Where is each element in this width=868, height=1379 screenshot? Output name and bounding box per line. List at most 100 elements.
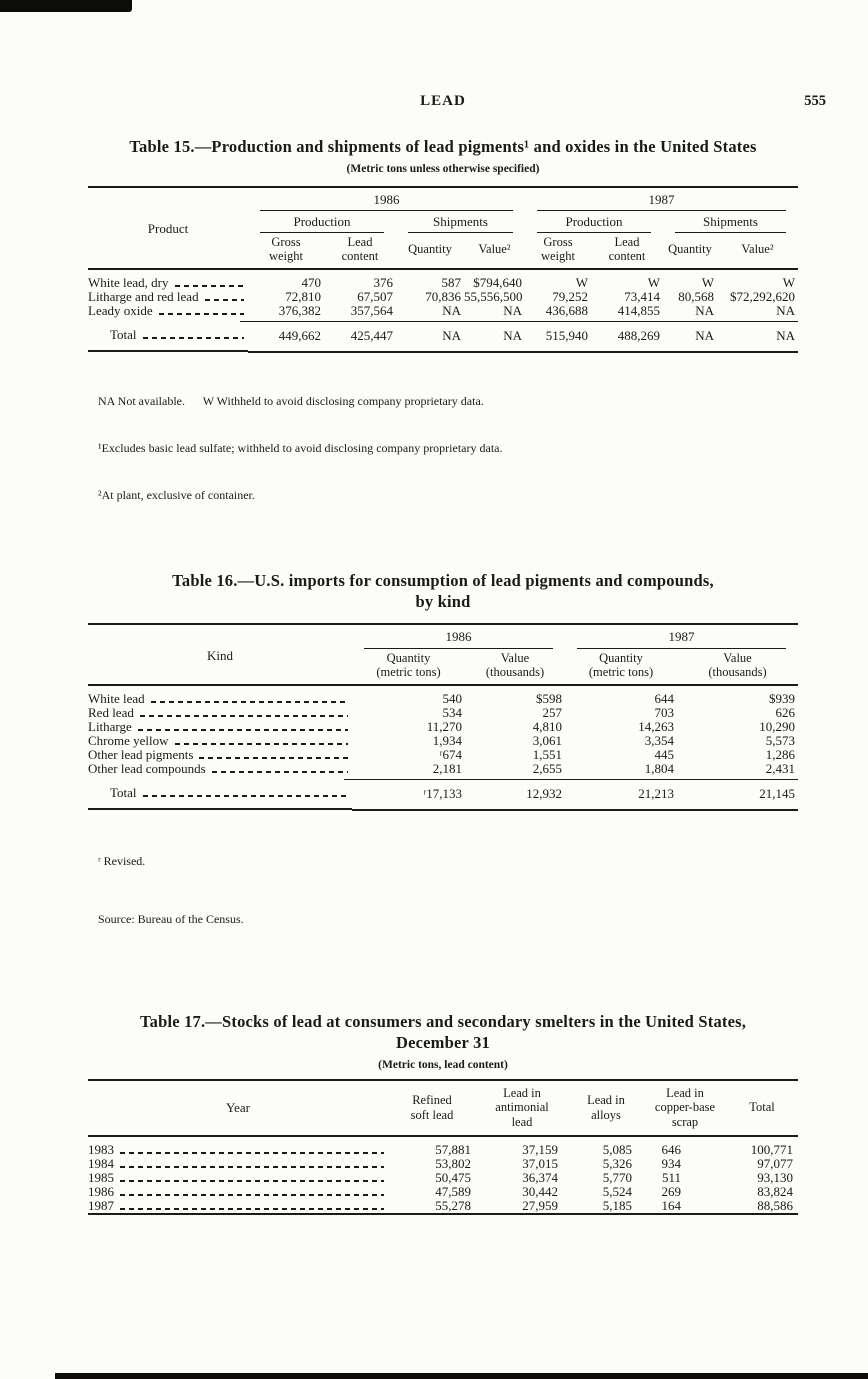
group-shipments-1987: Shipments bbox=[663, 212, 798, 234]
value-cell: 57,881 bbox=[435, 1142, 471, 1158]
table-row: Other lead pigments ʳ674 1,551 445 1,286 bbox=[88, 746, 798, 762]
value-cell: 2,181 bbox=[432, 760, 462, 776]
column-header: Lead in alloys bbox=[568, 1079, 644, 1138]
value-cell: 1,934 bbox=[432, 732, 462, 748]
value-cell: W bbox=[782, 274, 795, 290]
value-cell: 73,414 bbox=[624, 288, 660, 304]
value-cell: 47,589 bbox=[435, 1184, 471, 1200]
value-cell: 376 bbox=[373, 274, 394, 290]
total-separator-rule bbox=[240, 320, 798, 322]
table-15-header: Product 1986 1987 Production Shipments P… bbox=[88, 186, 798, 270]
year-group-1986: 1986 bbox=[248, 187, 525, 212]
value-cell: 414,855 bbox=[617, 302, 660, 318]
row-label-cell: White lead bbox=[88, 686, 352, 706]
value-cell: 37,015 bbox=[522, 1156, 558, 1172]
value-cell: 511 bbox=[661, 1170, 681, 1186]
value-cell: 36,374 bbox=[522, 1170, 558, 1186]
column-header: Total bbox=[726, 1079, 798, 1138]
value-cell: 269 bbox=[661, 1184, 682, 1200]
footnote: ²At plant, exclusive of container. bbox=[98, 487, 255, 502]
dash-leader bbox=[120, 1194, 384, 1197]
dash-leader bbox=[139, 714, 348, 717]
value-cell: 79,252 bbox=[552, 288, 588, 304]
column-header: Gross weight bbox=[248, 233, 324, 270]
table-17-section: Table 17.—Stocks of lead at consumers an… bbox=[88, 1012, 798, 1216]
row-label-cell: Chrome yellow bbox=[88, 732, 352, 748]
dash-leader bbox=[120, 1166, 384, 1169]
value-cell: 5,326 bbox=[602, 1156, 632, 1172]
table-total-row: Total ʳ17,133 12,932 21,213 21,145 bbox=[88, 779, 798, 811]
row-label-cell: Leady oxide bbox=[88, 303, 248, 318]
table-15: Product 1986 1987 Production Shipments P… bbox=[88, 185, 798, 353]
value-cell: 445 bbox=[654, 746, 675, 762]
value-cell: 1,804 bbox=[644, 760, 674, 776]
row-label: 1985 bbox=[88, 1170, 114, 1186]
value-cell: NA bbox=[464, 321, 525, 353]
row-label-cell: 1987 bbox=[88, 1199, 388, 1213]
table-17-subtitle: (Metric tons, lead content) bbox=[378, 1058, 508, 1071]
value-cell: 436,688 bbox=[545, 302, 588, 318]
value-cell: 257 bbox=[542, 704, 563, 720]
table-row: Other lead compounds 2,181 2,655 1,804 2,431 bbox=[88, 760, 798, 776]
column-header-year: Year bbox=[88, 1079, 388, 1138]
value-cell: 488,269 bbox=[591, 321, 663, 353]
row-label: 1987 bbox=[88, 1198, 114, 1214]
value-cell: 425,447 bbox=[324, 321, 396, 353]
dash-leader bbox=[142, 336, 244, 339]
value-cell: W bbox=[647, 274, 660, 290]
row-label-cell: 1986 bbox=[88, 1185, 388, 1199]
column-header: Lead content bbox=[591, 233, 663, 270]
value-cell: 515,940 bbox=[525, 321, 591, 353]
scan-artifact-top-left bbox=[0, 0, 132, 12]
row-label: 1984 bbox=[88, 1156, 114, 1172]
column-header: Lead content bbox=[324, 233, 396, 270]
dash-leader bbox=[137, 728, 348, 731]
value-cell: 55,278 bbox=[435, 1198, 471, 1214]
value-cell: 5,573 bbox=[765, 732, 795, 748]
value-cell: 30,442 bbox=[522, 1184, 558, 1200]
table-16-title: Table 16.—U.S. imports for consumption o… bbox=[172, 570, 714, 611]
value-cell: 88,586 bbox=[757, 1198, 793, 1214]
value-cell: 2,431 bbox=[765, 760, 795, 776]
value-cell: ʳ674 bbox=[439, 746, 462, 762]
row-label-cell: Total bbox=[88, 322, 248, 352]
footnote: ¹Excludes basic lead sulfate; withheld t… bbox=[98, 440, 503, 455]
value-cell: 449,662 bbox=[248, 321, 324, 353]
value-cell: 4,810 bbox=[532, 718, 562, 734]
row-label-cell: Total bbox=[88, 780, 352, 810]
total-separator-rule bbox=[344, 778, 798, 780]
table-17: Year Refined soft lead Lead in antimonia… bbox=[88, 1078, 798, 1216]
value-cell: 10,290 bbox=[759, 718, 795, 734]
value-cell: $939 bbox=[769, 690, 795, 706]
dash-leader bbox=[150, 700, 348, 703]
row-label: Chrome yellow bbox=[88, 732, 169, 748]
row-label: 1983 bbox=[88, 1142, 114, 1158]
running-head: LEAD 555 bbox=[88, 93, 826, 110]
value-cell: 1,551 bbox=[532, 746, 562, 762]
row-label-cell: 1985 bbox=[88, 1171, 388, 1185]
dash-leader bbox=[120, 1208, 384, 1211]
table-row: Chrome yellow 1,934 3,061 3,354 5,573 bbox=[88, 732, 798, 748]
value-cell: 50,475 bbox=[435, 1170, 471, 1186]
column-header: Lead in copper-base scrap bbox=[644, 1079, 726, 1138]
table-row: Red lead 534 257 703 626 bbox=[88, 704, 798, 720]
dash-leader bbox=[158, 312, 244, 315]
column-header: Value² bbox=[464, 233, 525, 270]
value-cell: 164 bbox=[661, 1198, 682, 1214]
column-header-kind: Kind bbox=[88, 624, 352, 686]
value-cell: NA bbox=[503, 302, 522, 318]
table-17-title: Table 17.—Stocks of lead at consumers an… bbox=[139, 1012, 747, 1053]
value-cell: W bbox=[575, 274, 588, 290]
value-cell: 83,824 bbox=[757, 1184, 793, 1200]
page-content: LEAD 555 Table 15.—Production and shipme… bbox=[88, 0, 826, 1216]
row-label: Litharge and red lead bbox=[88, 288, 199, 304]
footnote-source: Source: Bureau of the Census. bbox=[98, 912, 244, 927]
row-label-cell: 1984 bbox=[88, 1157, 388, 1171]
value-cell: 21,213 bbox=[565, 779, 677, 811]
value-cell: 1,286 bbox=[765, 746, 795, 762]
table-row: Leady oxide 376,382 357,564 NA NA 436,688 414,… bbox=[88, 302, 798, 318]
value-cell: 376,382 bbox=[278, 302, 321, 318]
value-cell: NA bbox=[695, 302, 714, 318]
table-row: Litharge and red lead 72,810 67,507 70,836 5… bbox=[88, 288, 798, 304]
